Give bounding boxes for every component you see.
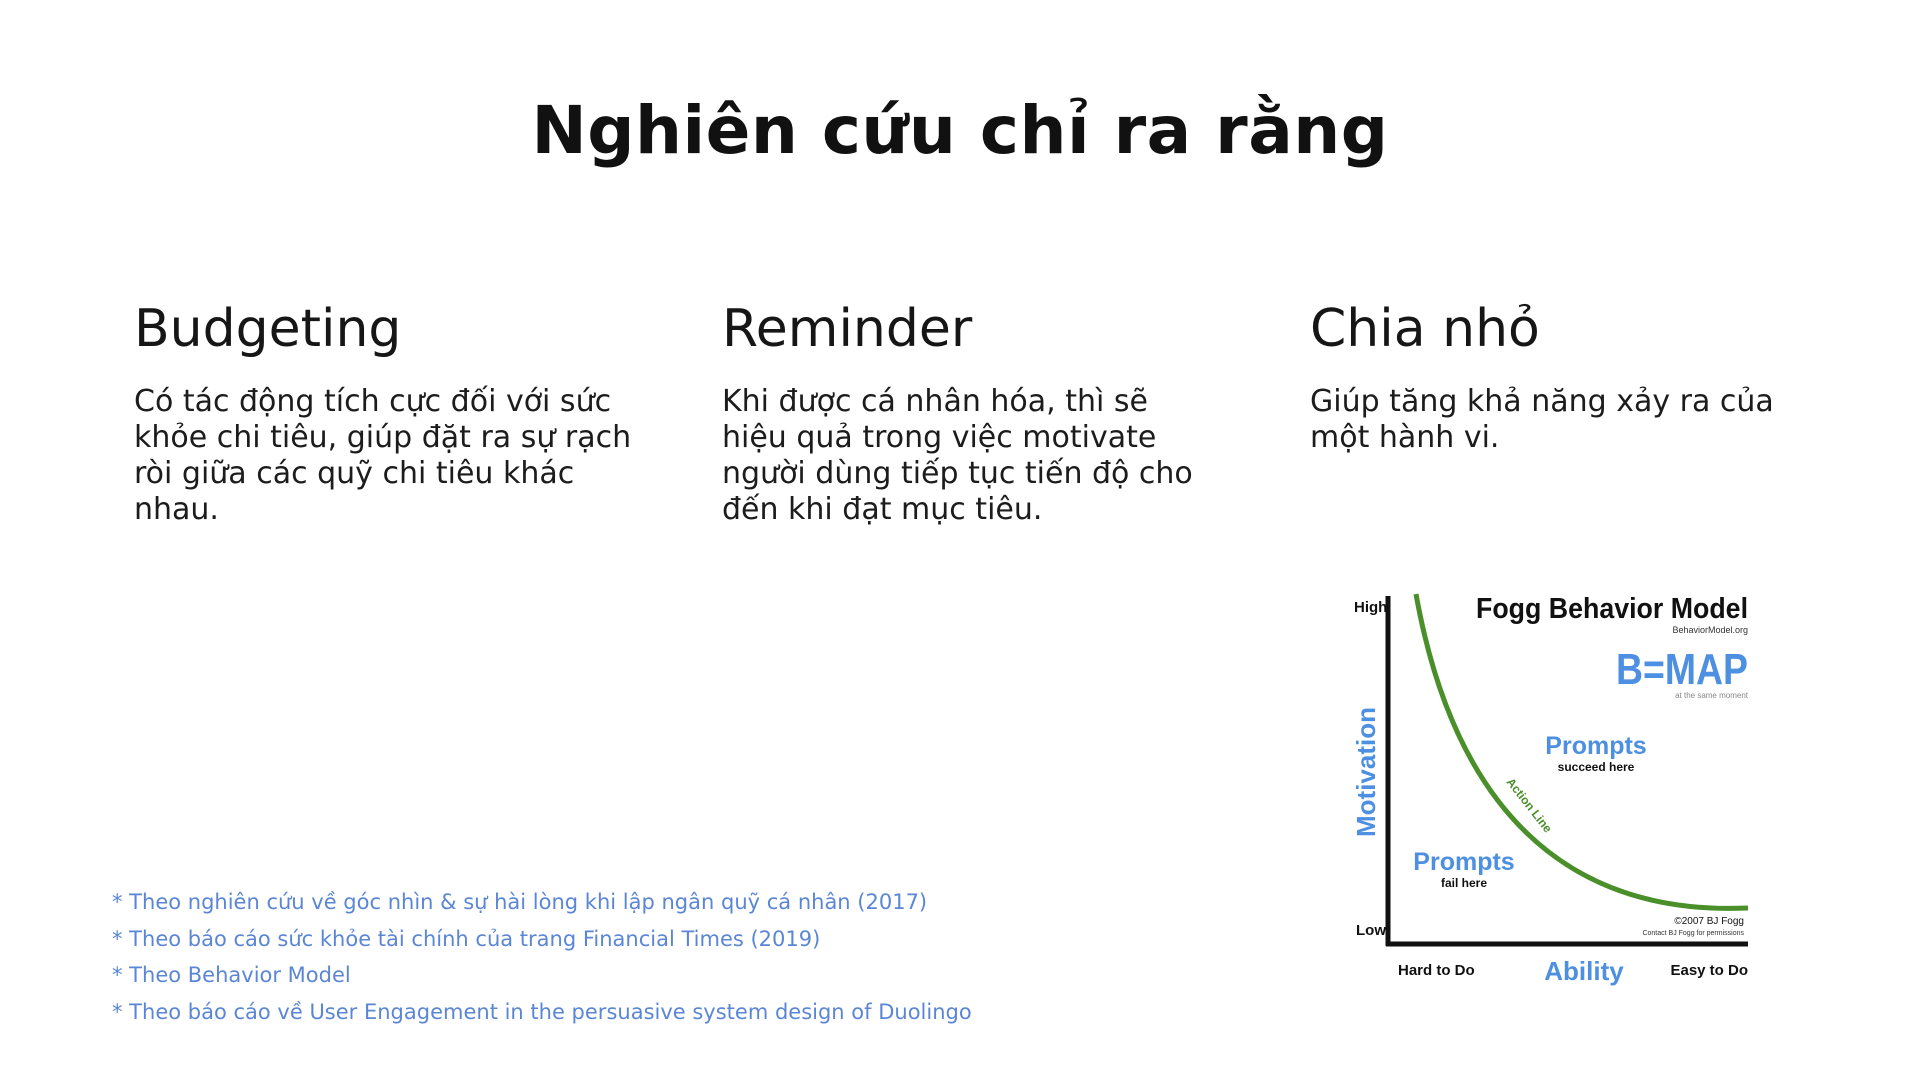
column-body: Có tác động tích cực đối với sức khỏe ch… (134, 383, 632, 527)
y-low-label: Low (1356, 922, 1386, 939)
x-right-label: Easy to Do (1670, 962, 1748, 979)
footnote-item: * Theo báo cáo sức khỏe tài chính của tr… (112, 926, 821, 951)
footnotes-list: * Theo nghiên cứu về góc nhìn & sự hài l… (112, 884, 972, 1030)
action-line-label: Action Line (1504, 775, 1555, 835)
prompts-succeed-note: succeed here (1558, 760, 1635, 774)
prompts-succeed-label: Prompts (1545, 732, 1646, 760)
diagram-site: BehaviorModel.org (1672, 625, 1748, 635)
footnote-item: * Theo báo cáo về User Engagement in the… (112, 999, 972, 1024)
action-line-curve (1413, 593, 1749, 911)
y-high-label: High (1354, 599, 1387, 616)
footnote-item: * Theo Behavior Model (112, 963, 351, 987)
column-chia-nho: Chia nhỏ Giúp tăng khả năng xảy ra của m… (1310, 299, 1810, 456)
diagram-permission: Contact BJ Fogg for permissions (1642, 930, 1744, 937)
footnote-item: * Theo nghiên cứu về góc nhìn & sự hài l… (112, 890, 928, 914)
column-heading: Budgeting (134, 299, 402, 359)
x-axis-label: Ability (1544, 956, 1624, 986)
diagram-formula: B=MAP (1616, 645, 1748, 694)
page-title: Nghiên cứu chỉ ra rằng (531, 92, 1389, 169)
y-axis-label: Motivation (1351, 707, 1381, 837)
column-reminder: Reminder Khi được cá nhân hóa, thì sẽ hi… (722, 299, 1222, 528)
diagram-title: Fogg Behavior Model (1476, 593, 1748, 625)
column-heading: Chia nhỏ (1310, 299, 1540, 359)
column-body: Giúp tăng khả năng xảy ra của một hành v… (1310, 383, 1774, 455)
prompts-fail-note: fail here (1441, 876, 1487, 890)
column-heading: Reminder (722, 299, 973, 359)
column-body: Khi được cá nhân hóa, thì sẽ hiệu quả tr… (722, 383, 1193, 527)
prompts-fail-label: Prompts (1413, 848, 1514, 876)
column-budgeting: Budgeting Có tác động tích cực đối với s… (134, 299, 654, 528)
diagram-formula-note: at the same moment (1675, 691, 1749, 700)
fogg-behavior-model-diagram: High Low Motivation Hard to Do Ability E… (1344, 586, 1764, 990)
x-left-label: Hard to Do (1398, 962, 1475, 979)
diagram-copyright: ©2007 BJ Fogg (1674, 916, 1744, 927)
